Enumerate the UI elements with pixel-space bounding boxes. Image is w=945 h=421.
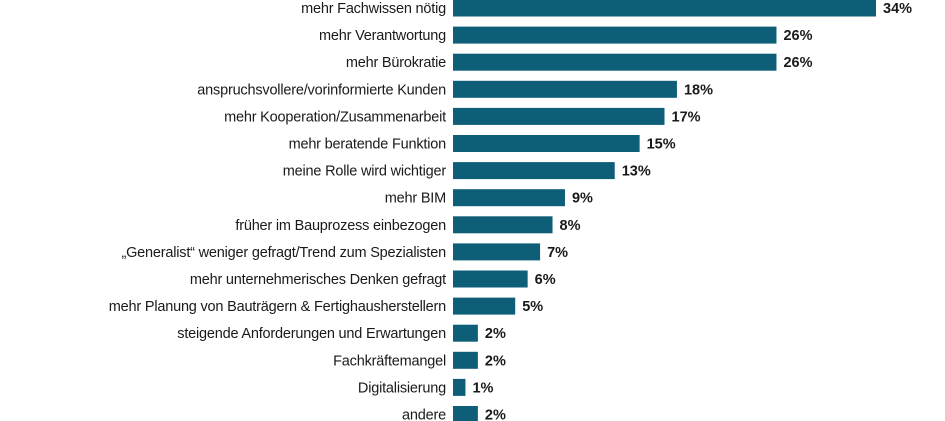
value-label: 8% — [560, 218, 581, 234]
value-label: 6% — [535, 272, 556, 288]
category-label: früher im Bauprozess einbezogen — [235, 218, 446, 234]
value-label: 5% — [522, 299, 543, 315]
bars — [453, 0, 876, 421]
value-label: 34% — [883, 1, 912, 17]
bar — [453, 378, 466, 396]
category-label: mehr Bürokratie — [346, 55, 446, 71]
bar — [453, 80, 677, 98]
category-label: mehr BIM — [385, 191, 446, 207]
category-label: mehr Planung von Bauträgern & Fertighaus… — [109, 299, 446, 315]
category-label: steigende Anforderungen und Erwartungen — [177, 326, 446, 342]
category-label: mehr Kooperation/Zusammenarbeit — [224, 109, 446, 125]
category-label: andere — [402, 408, 446, 421]
bar — [453, 216, 553, 234]
category-label: „Generalist“ weniger gefragt/Trend zum S… — [121, 245, 446, 261]
value-label: 26% — [783, 55, 812, 71]
bar — [453, 324, 478, 342]
category-labels: mehr Fachwissen nötig mehr Verantwortung m… — [109, 1, 447, 421]
category-label: mehr beratende Funktion — [289, 137, 447, 153]
category-label: mehr unternehmerisches Denken gefragt — [190, 272, 446, 288]
bar — [453, 26, 777, 44]
bar — [453, 135, 640, 152]
bar — [453, 107, 665, 125]
value-label: 17% — [672, 109, 701, 125]
value-label: 26% — [783, 28, 812, 44]
category-label: Digitalisierung — [358, 380, 446, 396]
bar — [453, 243, 541, 261]
category-label: mehr Fachwissen nötig — [301, 1, 446, 17]
value-label: 18% — [684, 82, 713, 98]
value-label: 9% — [572, 191, 593, 207]
bar — [453, 189, 565, 207]
category-label: meine Rolle wird wichtiger — [283, 164, 447, 180]
value-label: 7% — [547, 245, 568, 261]
bar — [453, 406, 478, 421]
bar — [453, 0, 876, 17]
bar — [453, 162, 615, 180]
value-labels: 34% 26% 26% 18% 17% 15% 13% 9% 8% 7% 6% 5% 2% 2% 1% 2% — [472, 1, 912, 421]
bar — [453, 297, 516, 315]
bar — [453, 53, 777, 71]
bar — [453, 270, 528, 288]
value-label: 2% — [485, 353, 506, 369]
value-label: 2% — [485, 326, 506, 342]
bar — [453, 351, 478, 369]
category-label: mehr Verantwortung — [319, 28, 446, 44]
value-label: 15% — [647, 137, 676, 153]
value-label: 1% — [472, 380, 493, 396]
value-label: 13% — [622, 164, 651, 180]
category-label: Fachkräftemangel — [333, 353, 446, 369]
category-label: anspruchsvollere/vorinformierte Kunden — [197, 82, 446, 98]
value-label: 2% — [485, 408, 506, 421]
